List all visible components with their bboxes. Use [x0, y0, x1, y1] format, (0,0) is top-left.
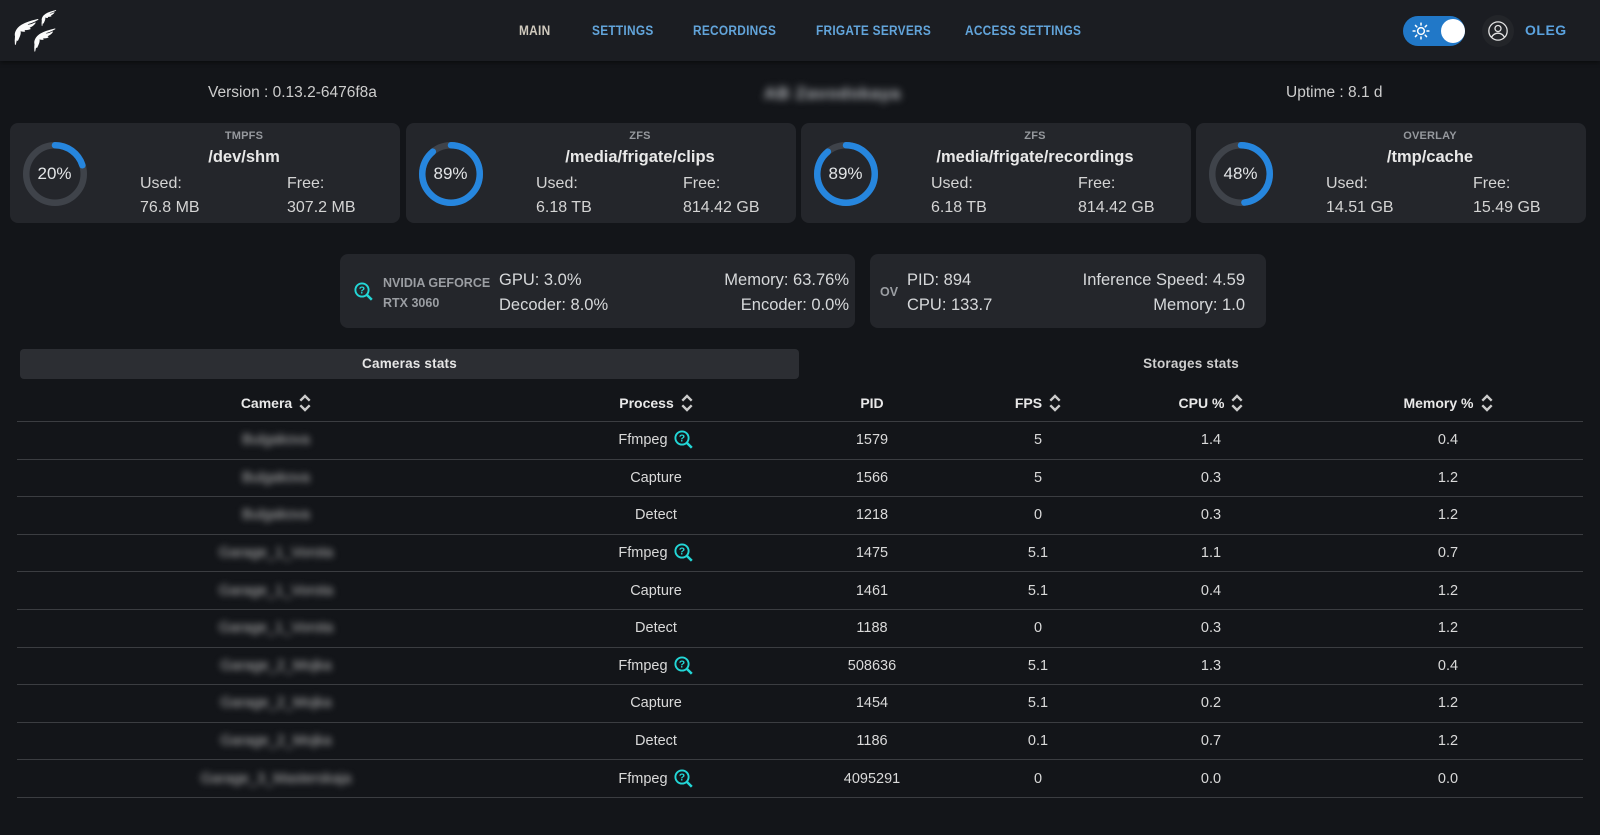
- svg-text:?: ?: [678, 433, 684, 445]
- svg-text:?: ?: [359, 285, 365, 297]
- svg-text:?: ?: [678, 546, 684, 558]
- svg-text:?: ?: [678, 771, 684, 783]
- svg-text:?: ?: [678, 658, 684, 670]
